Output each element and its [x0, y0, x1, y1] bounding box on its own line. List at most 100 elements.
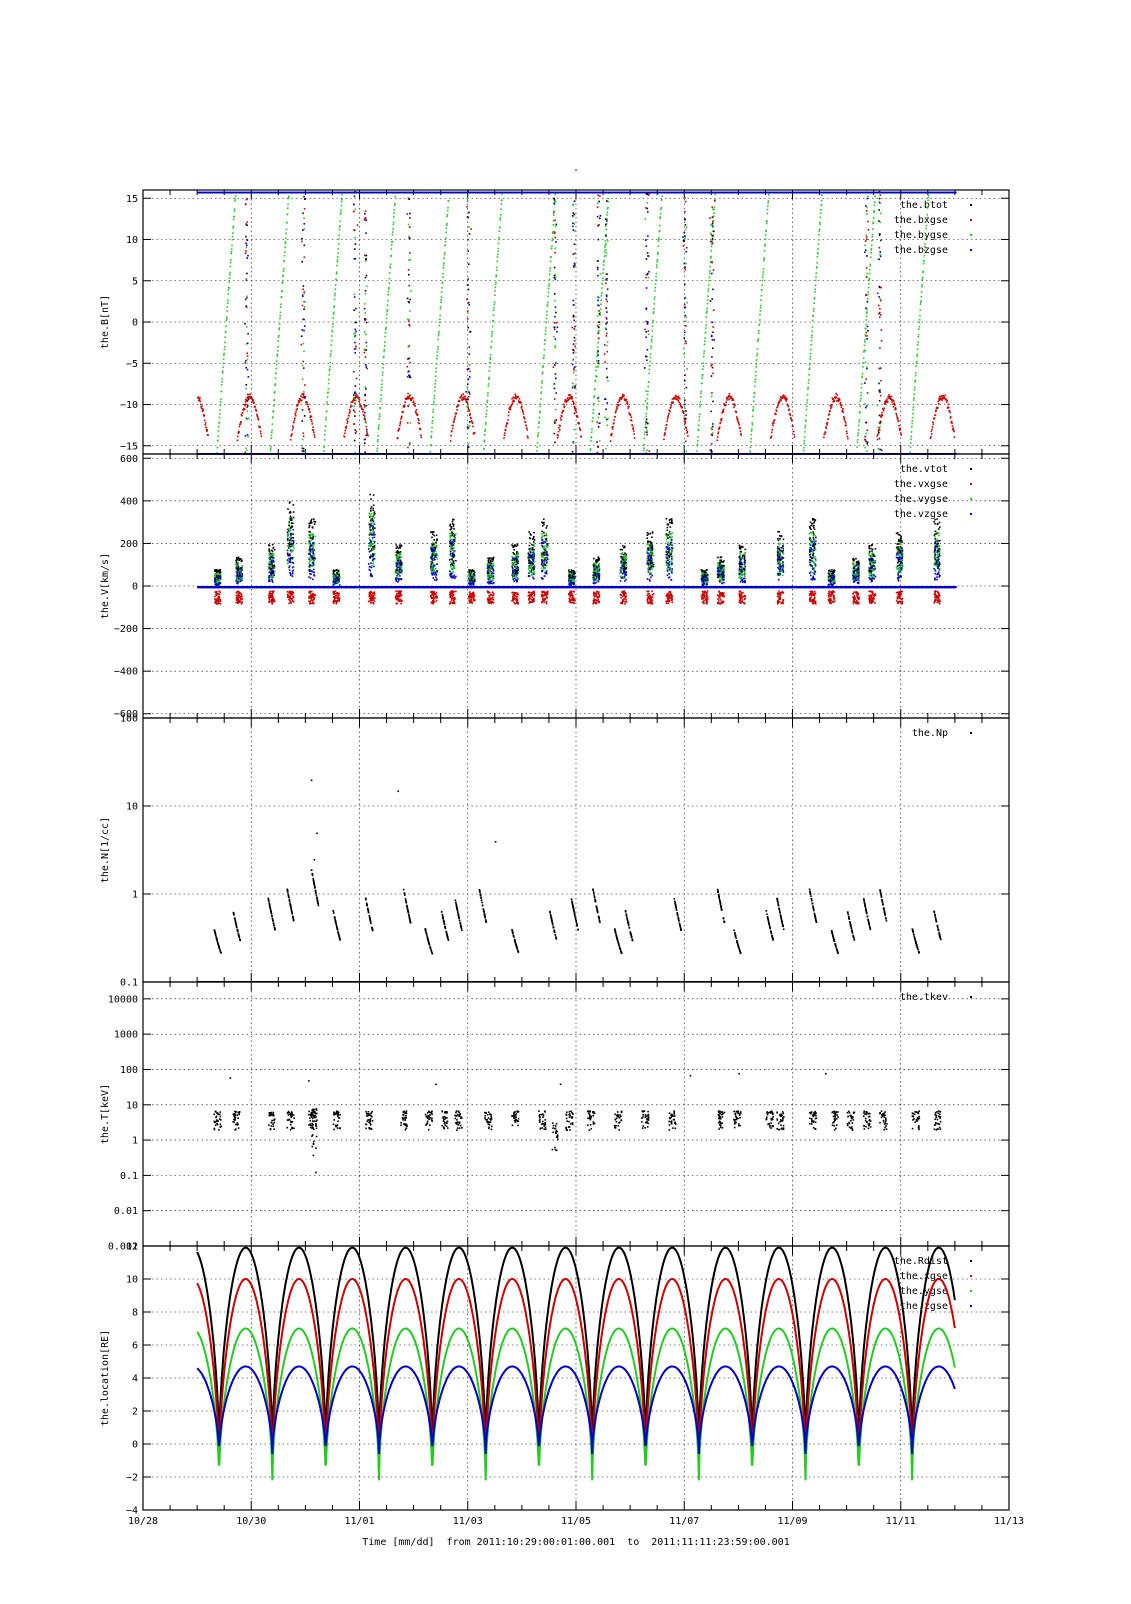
- data-point: [705, 332, 707, 334]
- data-point: [538, 426, 540, 428]
- data-point: [450, 440, 452, 442]
- data-point: [866, 210, 868, 212]
- data-point: [597, 352, 599, 354]
- data-point: [611, 435, 613, 437]
- data-point: [355, 322, 357, 324]
- data-point: [466, 206, 468, 208]
- data-point: [330, 350, 332, 352]
- data-point: [845, 425, 847, 427]
- data-point: [607, 424, 609, 426]
- data-point: [700, 391, 702, 393]
- data-point: [489, 370, 491, 372]
- data-point: [598, 239, 600, 241]
- data-point: [555, 241, 557, 243]
- data-point: [470, 418, 472, 420]
- data-point: [704, 337, 706, 339]
- data-point: [230, 266, 232, 268]
- data-point: [572, 397, 574, 399]
- data-point: [408, 302, 410, 304]
- data-point: [760, 305, 762, 307]
- data-point: [702, 365, 704, 367]
- data-point: [867, 429, 869, 431]
- data-point: [337, 252, 339, 254]
- data-point: [792, 425, 794, 427]
- data-point: [807, 389, 809, 391]
- data-point: [495, 287, 497, 289]
- data-point: [713, 339, 715, 341]
- data-point: [290, 439, 292, 441]
- data-point: [647, 391, 649, 393]
- data-point: [364, 442, 366, 444]
- data-point: [878, 383, 880, 385]
- data-point: [359, 399, 361, 401]
- data-point: [497, 256, 499, 258]
- data-point: [435, 375, 437, 377]
- data-point: [280, 306, 282, 308]
- data-point: [447, 207, 449, 209]
- data-point: [865, 441, 867, 443]
- data-point: [687, 435, 689, 437]
- data-point: [302, 409, 304, 411]
- data-point: [344, 433, 346, 435]
- data-point: [408, 320, 410, 322]
- data-point: [283, 260, 285, 262]
- data-point: [784, 395, 786, 397]
- data-point: [685, 341, 687, 343]
- data-point: [446, 216, 448, 218]
- data-point: [866, 312, 868, 314]
- data-point: [554, 345, 556, 347]
- data-point: [366, 426, 368, 428]
- data-point: [232, 236, 234, 238]
- data-point: [820, 217, 822, 219]
- data-point: [332, 330, 334, 332]
- data-point: [648, 373, 650, 375]
- data-point: [365, 386, 367, 388]
- data-point: [446, 223, 448, 225]
- data-point: [869, 269, 871, 271]
- data-point: [930, 437, 932, 439]
- data-point: [844, 417, 846, 419]
- data-point: [865, 328, 867, 330]
- data-point: [879, 347, 881, 349]
- data-point: [366, 433, 368, 435]
- data-point: [544, 349, 546, 351]
- data-point: [677, 398, 679, 400]
- data-point: [364, 213, 366, 215]
- data-point: [493, 304, 495, 306]
- data-point: [441, 291, 443, 293]
- data-point: [831, 406, 833, 408]
- data-point: [607, 207, 609, 209]
- data-point: [878, 296, 880, 298]
- data-point: [862, 373, 864, 375]
- data-point: [604, 344, 606, 346]
- data-point: [866, 422, 868, 424]
- data-point: [247, 405, 249, 407]
- data-point: [407, 318, 409, 320]
- data-point: [704, 340, 706, 342]
- data-point: [230, 259, 232, 261]
- data-point: [604, 417, 606, 419]
- data-point: [278, 336, 280, 338]
- data-point: [648, 381, 650, 383]
- data-point: [469, 413, 471, 415]
- data-point: [201, 406, 203, 408]
- data-point: [415, 411, 417, 413]
- data-point: [237, 440, 239, 442]
- data-point: [553, 384, 555, 386]
- data-point: [683, 447, 685, 449]
- data-point: [879, 426, 881, 428]
- data-point: [365, 290, 367, 292]
- data-point: [598, 224, 600, 226]
- data-point: [387, 309, 389, 311]
- data-point: [339, 221, 341, 223]
- data-point: [241, 415, 243, 417]
- data-point: [337, 259, 339, 261]
- data-point: [365, 388, 367, 390]
- data-point: [452, 428, 454, 430]
- data-point: [701, 383, 703, 385]
- data-point: [549, 278, 551, 280]
- data-point: [604, 244, 606, 246]
- data-point: [655, 279, 657, 281]
- data-point: [923, 263, 925, 265]
- data-point: [539, 406, 541, 408]
